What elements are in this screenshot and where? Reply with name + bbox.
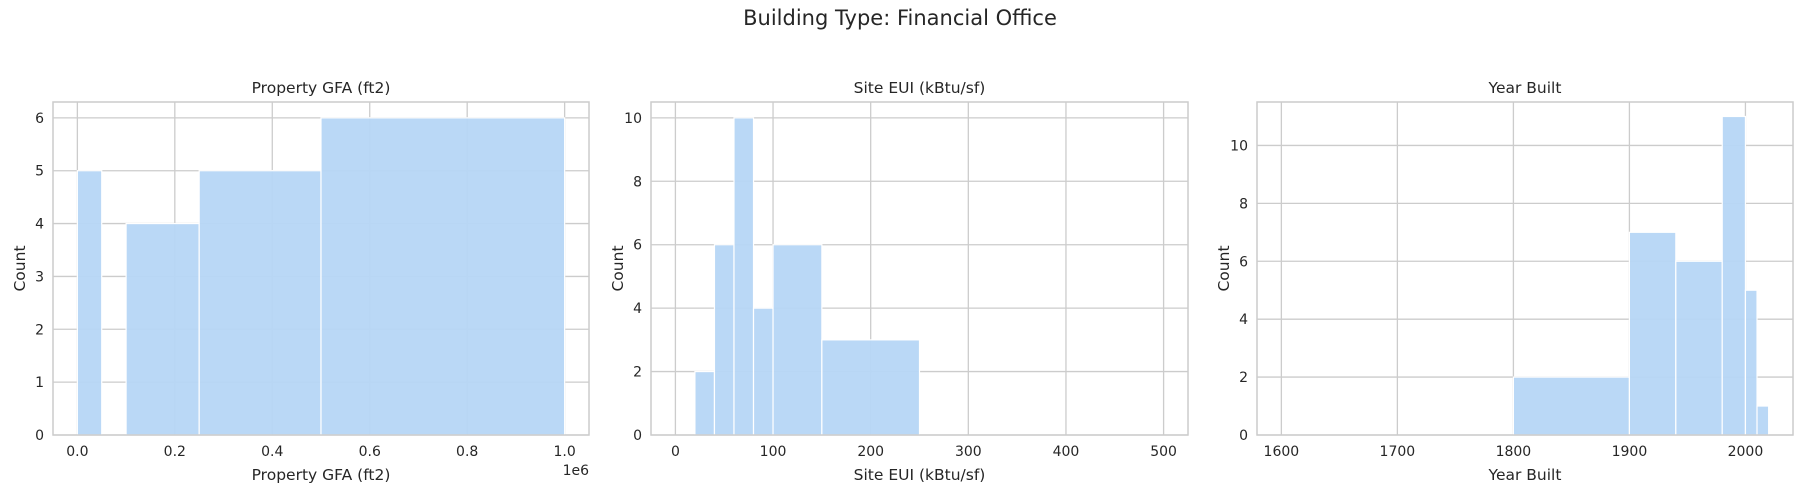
year-built-bar	[1675, 260, 1723, 436]
site-eui-xtick-label: 200	[857, 444, 884, 460]
gfa-xtick-label: 0.8	[456, 444, 478, 460]
site-eui-ylabel: Count	[609, 245, 627, 291]
year-built-xlabel: Year Built	[1488, 466, 1562, 484]
gfa-ylabel: Count	[11, 245, 29, 291]
gfa-title: Property GFA (ft2)	[252, 79, 391, 97]
site-eui-bar	[752, 307, 774, 436]
year-built-ytick-label: 6	[1239, 254, 1248, 270]
year-built-ytick-label: 8	[1239, 196, 1248, 212]
site-eui-histogram-panel: 0 100 200 300 400 500 0 2 4 6 8 10 Site EUI (kBtu/sf…	[609, 79, 1189, 484]
gfa-ytick-label: 4	[35, 217, 44, 233]
site-eui-bar	[733, 117, 755, 436]
year-built-xtick-label: 1600	[1264, 444, 1300, 460]
site-eui-ytick-label: 0	[633, 428, 642, 444]
gfa-xlabel: Property GFA (ft2)	[252, 466, 391, 484]
gfa-ytick-label: 5	[35, 164, 44, 180]
site-eui-xtick-label: 300	[955, 444, 982, 460]
gfa-xtick-label: 0.4	[261, 444, 283, 460]
site-eui-ytick-label: 8	[633, 174, 642, 190]
gfa-bar	[76, 170, 103, 436]
gfa-ytick-label: 6	[35, 111, 44, 127]
gfa-offset-label: 1e6	[563, 463, 590, 479]
site-eui-bar	[713, 244, 735, 436]
year-built-xtick-label: 1700	[1380, 444, 1416, 460]
year-built-xtick-label: 1800	[1496, 444, 1532, 460]
site-eui-bar	[821, 339, 921, 436]
site-eui-xlabel: Site EUI (kBtu/sf)	[854, 466, 986, 484]
site-eui-ytick-label: 6	[633, 238, 642, 254]
year-built-xtick-label: 1900	[1612, 444, 1648, 460]
year-built-ytick-label: 10	[1230, 138, 1248, 154]
year-built-ytick-label: 2	[1239, 370, 1248, 386]
site-eui-ytick-label: 2	[633, 365, 642, 381]
figure-title: Building Type: Financial Office	[743, 6, 1057, 30]
site-eui-ytick-label: 4	[633, 301, 642, 317]
year-built-bar	[1744, 289, 1758, 436]
year-built-axes-frame	[1256, 101, 1794, 436]
year-built-bar	[1721, 115, 1747, 436]
year-built-ytick-label: 4	[1239, 312, 1248, 328]
gfa-ytick-label: 1	[35, 375, 44, 391]
site-eui-axes-frame	[650, 101, 1189, 436]
site-eui-bar	[772, 244, 823, 436]
gfa-bar	[198, 170, 322, 436]
year-built-bar	[1756, 405, 1770, 436]
year-built-title: Year Built	[1488, 79, 1562, 97]
gfa-xtick-label: 0.0	[66, 444, 88, 460]
year-built-bar	[1628, 231, 1677, 436]
site-eui-xtick-label: 500	[1150, 444, 1177, 460]
gfa-histogram-panel: 0.0 0.2 0.4 0.6 0.8 1.0 0 1 2 3 4 5 6 Property GFA (f…	[11, 79, 590, 484]
year-built-ylabel: Count	[1215, 245, 1233, 291]
site-eui-title: Site EUI (kBtu/sf)	[854, 79, 986, 97]
year-built-xtick-label: 2000	[1728, 444, 1764, 460]
site-eui-xtick-label: 100	[760, 444, 787, 460]
gfa-xtick-label: 0.6	[359, 444, 381, 460]
site-eui-ytick-label: 10	[624, 111, 642, 127]
gfa-axes-frame	[52, 101, 590, 436]
gfa-ytick-label: 3	[35, 269, 44, 285]
site-eui-xtick-label: 400	[1053, 444, 1080, 460]
year-built-bar	[1512, 376, 1631, 436]
gfa-ytick-label: 2	[35, 322, 44, 338]
gfa-xtick-label: 1.0	[554, 444, 576, 460]
site-eui-bar	[694, 370, 716, 436]
year-built-ytick-label: 0	[1239, 428, 1248, 444]
gfa-bar	[320, 117, 566, 436]
gfa-bar	[125, 222, 200, 436]
year-built-histogram-panel: 1600 1700 1800 1900 2000 0 2 4 6 8 10 Year Built Yea…	[1215, 79, 1794, 484]
gfa-ytick-label: 0	[35, 428, 44, 444]
gfa-xtick-label: 0.2	[164, 444, 186, 460]
site-eui-xtick-label: 0	[671, 444, 680, 460]
